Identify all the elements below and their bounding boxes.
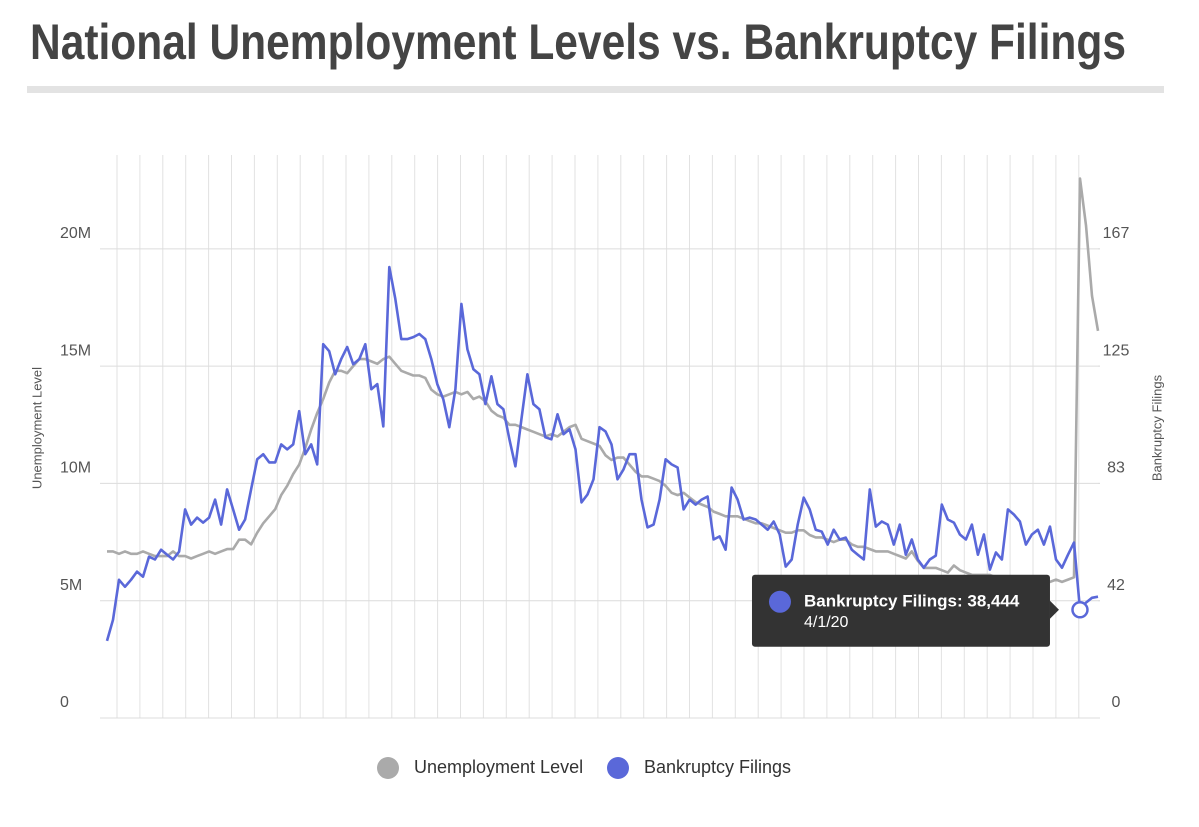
title-rule xyxy=(27,86,1164,93)
y-tick-label: 20M xyxy=(60,225,91,242)
tooltip-pointer xyxy=(1049,600,1059,619)
y-tick-label: 5M xyxy=(60,577,82,594)
legend-label: Unemployment Level xyxy=(414,757,583,777)
series-line xyxy=(105,265,1099,642)
tooltip-box xyxy=(751,574,1050,647)
y2-tick-label: 125 xyxy=(1103,342,1130,359)
tooltip-swatch xyxy=(768,590,791,613)
y-tick-label: 15M xyxy=(60,342,91,359)
y-tick-label: 0 xyxy=(60,694,69,711)
hover-marker xyxy=(1071,601,1089,619)
tooltip-title: Bankruptcy Filings: 38,444 xyxy=(804,591,1020,610)
y2-tick-label: 83 xyxy=(1107,460,1125,477)
series-line xyxy=(107,177,1100,584)
chart-title: National Unemployment Levels vs. Bankrup… xyxy=(30,14,1126,70)
y2-tick-label: 0 xyxy=(1112,694,1121,711)
legend-swatch xyxy=(607,757,629,779)
legend-label: Bankruptcy Filings xyxy=(644,757,791,777)
y2-axis-title: Bankruptcy Filings xyxy=(1149,374,1164,481)
legend-swatch xyxy=(377,757,399,779)
tooltip-date: 4/1/20 xyxy=(804,614,849,631)
y2-tick-label: 167 xyxy=(1103,225,1130,242)
y-tick-label: 10M xyxy=(60,460,91,477)
y2-tick-label: 42 xyxy=(1107,577,1125,594)
y-axis-title: Unemployment Level xyxy=(29,367,44,489)
